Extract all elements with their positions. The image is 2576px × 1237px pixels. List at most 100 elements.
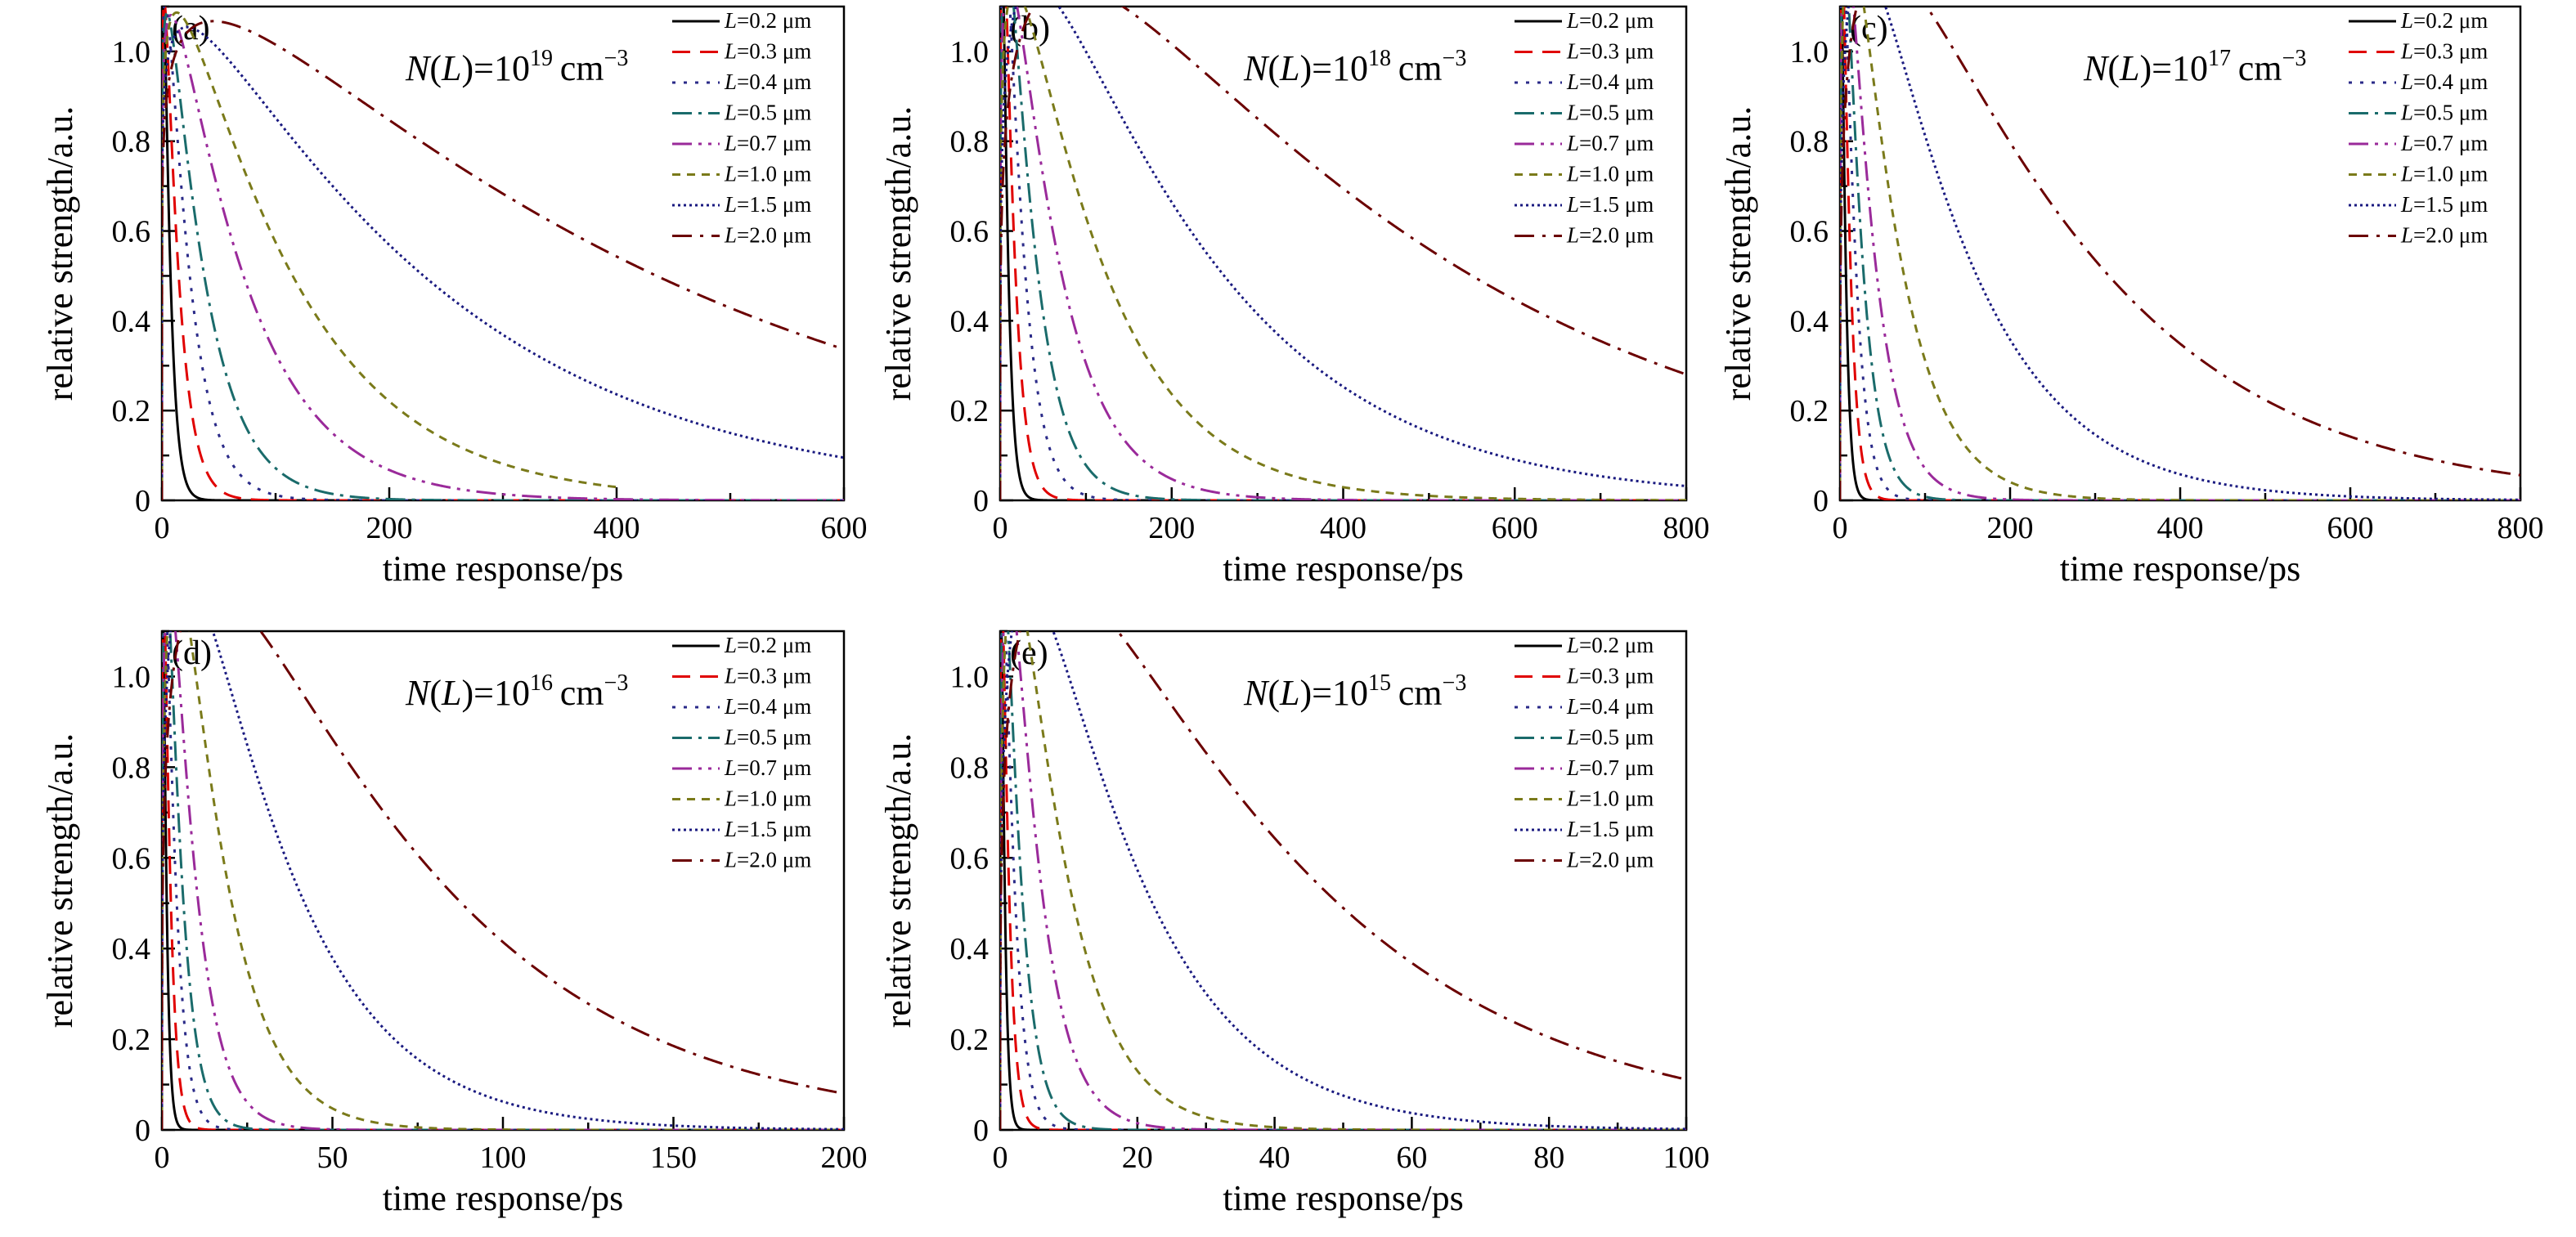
y-tick-label: 0.8 — [112, 751, 151, 785]
y-tick-label: 0.6 — [1790, 215, 1829, 249]
series-line — [1000, 631, 1686, 1130]
density-annotation: N(L)=1016 cm−3 — [405, 670, 628, 713]
legend-label: L=1.0 μm — [1566, 162, 1654, 186]
y-tick-label: 1.0 — [950, 660, 990, 694]
density-annotation: N(L)=1019 cm−3 — [405, 46, 628, 88]
legend-label: L=0.3 μm — [724, 39, 811, 64]
x-tick-label: 200 — [366, 511, 413, 545]
series-line — [162, 7, 844, 500]
series-line — [162, 11, 617, 500]
y-axis-label: relative strength/a.u. — [40, 106, 80, 401]
x-axis-label: time response/ps — [383, 549, 624, 589]
y-tick-label: 0.6 — [950, 841, 990, 876]
chart-panel-4: 0 20 40 60 80 100 0 0.2 0.4 0.6 0.8 1.0 time respons… — [878, 630, 1710, 1218]
series-line — [1000, 631, 1686, 1130]
chart-panel-1: 0 200 400 600 800 0 0.2 0.4 0.6 0.8 1.0 time respon… — [878, 5, 1710, 589]
legend-label: L=1.0 μm — [724, 787, 811, 811]
series-line — [162, 13, 844, 500]
y-tick-label: 1.0 — [112, 35, 151, 69]
legend-label: L=0.4 μm — [724, 69, 811, 94]
y-tick-label: 0.4 — [1790, 304, 1829, 338]
x-tick-label: 200 — [1148, 511, 1195, 545]
legend-label: L=0.4 μm — [724, 694, 811, 719]
legend-label: L=1.0 μm — [1566, 787, 1654, 811]
series-line — [1840, 7, 2520, 500]
legend-label: L=0.5 μm — [1566, 101, 1654, 125]
density-annotation: N(L)=1015 cm−3 — [1243, 670, 1466, 713]
x-tick-label: 0 — [993, 1141, 1008, 1175]
legend-label: L=0.2 μm — [1566, 633, 1654, 657]
y-tick-label: 0.4 — [950, 932, 990, 966]
y-tick-label: 0.2 — [1790, 394, 1829, 428]
legend-label: L=0.3 μm — [724, 664, 811, 688]
legend-label: L=1.5 μm — [724, 817, 811, 841]
chart-panel-0: 0 200 400 600 0 0.2 0.4 0.6 0.8 1.0 time response/… — [40, 5, 868, 589]
legend-label: L=0.2 μm — [2400, 8, 2488, 33]
legend-label: L=0.7 μm — [724, 755, 811, 780]
y-tick-label: 0 — [135, 1114, 150, 1148]
series-line — [1000, 631, 1686, 1130]
y-axis-label: relative strength/a.u. — [1718, 106, 1758, 401]
series-line — [1000, 7, 1686, 500]
y-tick-label: 1.0 — [112, 660, 151, 694]
y-tick-label: 0.6 — [112, 841, 151, 876]
x-tick-label: 50 — [317, 1141, 348, 1175]
legend-label: L=0.4 μm — [2400, 69, 2488, 94]
legend-label: L=2.0 μm — [1566, 848, 1654, 872]
legend-label: L=1.0 μm — [724, 162, 811, 186]
legend-label: L=0.5 μm — [724, 725, 811, 750]
legend-label: L=2.0 μm — [2400, 223, 2488, 248]
y-tick-label: 0.8 — [950, 751, 990, 785]
legend-label: L=1.5 μm — [2400, 192, 2488, 217]
series-line — [162, 631, 844, 1130]
x-tick-label: 600 — [1492, 511, 1538, 545]
series-line — [1840, 7, 2520, 500]
legend-label: L=0.5 μm — [1566, 725, 1654, 750]
y-tick-label: 0.8 — [950, 125, 990, 159]
x-tick-label: 400 — [2157, 511, 2204, 545]
chart-panel-3: 0 50 100 150 200 0 0.2 0.4 0.6 0.8 1.0 time respons… — [40, 630, 868, 1218]
series-line — [162, 7, 844, 500]
y-tick-label: 0.8 — [1790, 125, 1829, 159]
legend-label: L=0.7 μm — [2400, 131, 2488, 155]
x-axis-label: time response/ps — [1223, 549, 1464, 589]
legend-label: L=2.0 μm — [724, 848, 811, 872]
y-axis-label: relative strength/a.u. — [878, 106, 918, 401]
x-tick-label: 0 — [155, 1141, 170, 1175]
series-line — [162, 631, 844, 1130]
x-axis-label: time response/ps — [383, 1178, 624, 1218]
x-tick-label: 200 — [1987, 511, 2034, 545]
series-line — [162, 631, 844, 1130]
x-tick-label: 100 — [1663, 1141, 1710, 1175]
series-line — [1840, 7, 2520, 500]
x-tick-label: 100 — [480, 1141, 527, 1175]
series-line — [162, 631, 844, 1130]
series-line — [1000, 631, 1686, 1130]
y-axis-label: relative strength/a.u. — [40, 733, 80, 1028]
x-tick-label: 150 — [650, 1141, 697, 1175]
y-tick-label: 0.4 — [950, 304, 990, 338]
x-tick-label: 200 — [821, 1141, 868, 1175]
x-tick-label: 0 — [993, 511, 1008, 545]
legend-label: L=0.2 μm — [724, 633, 811, 657]
series-line — [1000, 631, 1686, 1130]
density-annotation: N(L)=1017 cm−3 — [2083, 46, 2306, 88]
legend-label: L=0.7 μm — [724, 131, 811, 155]
y-tick-label: 1.0 — [1790, 35, 1829, 69]
series-line — [1840, 7, 2520, 500]
series-line — [1000, 7, 1686, 500]
legend-label: L=0.3 μm — [2400, 39, 2488, 64]
series-line — [162, 631, 844, 1130]
legend-label: L=0.3 μm — [1566, 664, 1654, 688]
legend-label: L=1.5 μm — [1566, 192, 1654, 217]
x-tick-label: 0 — [1833, 511, 1848, 545]
series-line — [1840, 7, 2520, 500]
y-tick-label: 1.0 — [950, 35, 990, 69]
y-tick-label: 0.2 — [950, 1023, 990, 1057]
series-line — [162, 25, 844, 500]
x-tick-label: 0 — [155, 511, 170, 545]
x-tick-label: 400 — [1320, 511, 1367, 545]
y-tick-label: 0.4 — [112, 304, 151, 338]
legend-label: L=1.5 μm — [724, 192, 811, 217]
x-axis-label: time response/ps — [1223, 1178, 1464, 1218]
